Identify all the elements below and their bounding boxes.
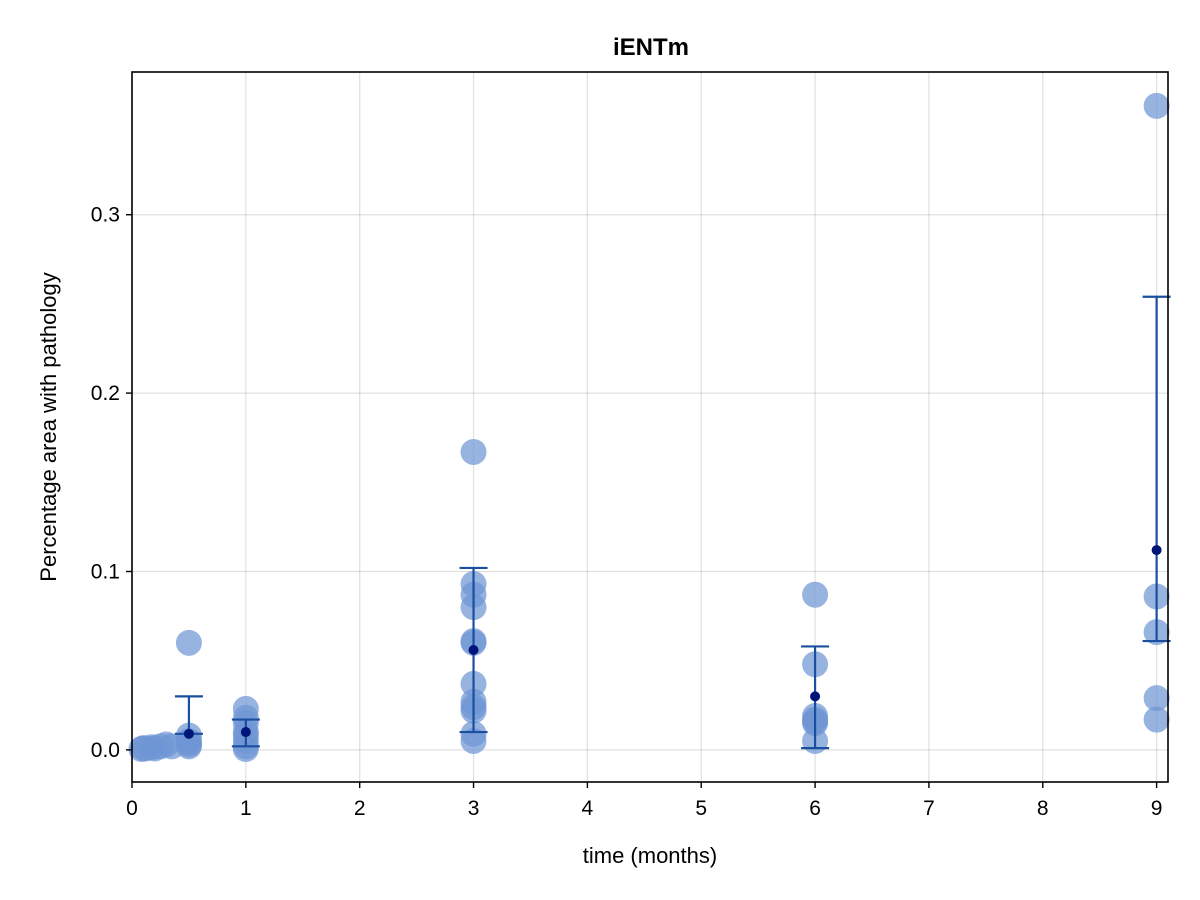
data-point bbox=[232, 735, 259, 762]
data-point bbox=[1143, 685, 1170, 712]
x-tick-label: 9 bbox=[1151, 797, 1163, 820]
data-point bbox=[460, 727, 487, 754]
data-point bbox=[460, 438, 487, 465]
data-marks bbox=[128, 92, 1171, 762]
y-tick-label: 0.1 bbox=[91, 560, 120, 583]
grid bbox=[131, 72, 1168, 782]
x-tick-label: 2 bbox=[354, 797, 366, 820]
x-tick-label: 1 bbox=[240, 797, 252, 820]
x-tick-label: 3 bbox=[468, 797, 480, 820]
mean-point bbox=[240, 727, 251, 738]
y-tick-label: 0.3 bbox=[91, 204, 120, 227]
data-point bbox=[175, 729, 202, 756]
data-point bbox=[1143, 706, 1170, 733]
y-axis: 0.0 0.1 0.2 0.3 bbox=[91, 204, 132, 762]
x-tick-label: 5 bbox=[695, 797, 707, 820]
x-axis: 0 1 2 3 4 5 6 7 8 9 bbox=[126, 782, 1162, 820]
mean-point bbox=[810, 691, 821, 702]
chart-title: iENTm bbox=[613, 34, 689, 61]
plot-frame bbox=[131, 71, 1169, 783]
mean-point bbox=[468, 644, 479, 655]
mean-point bbox=[183, 728, 194, 739]
mean-point bbox=[1151, 545, 1162, 556]
y-tick-label: 0.0 bbox=[91, 739, 120, 762]
data-point bbox=[1143, 92, 1170, 119]
data-point bbox=[175, 629, 202, 656]
x-tick-label: 8 bbox=[1037, 797, 1049, 820]
y-tick-label: 0.2 bbox=[91, 382, 120, 405]
y-axis-label: Percentage area with pathology bbox=[36, 272, 61, 581]
x-tick-label: 0 bbox=[126, 797, 138, 820]
x-axis-label: time (months) bbox=[583, 843, 717, 868]
x-tick-label: 7 bbox=[923, 797, 935, 820]
x-tick-label: 4 bbox=[582, 797, 594, 820]
x-tick-label: 6 bbox=[809, 797, 821, 820]
data-point bbox=[802, 581, 829, 608]
